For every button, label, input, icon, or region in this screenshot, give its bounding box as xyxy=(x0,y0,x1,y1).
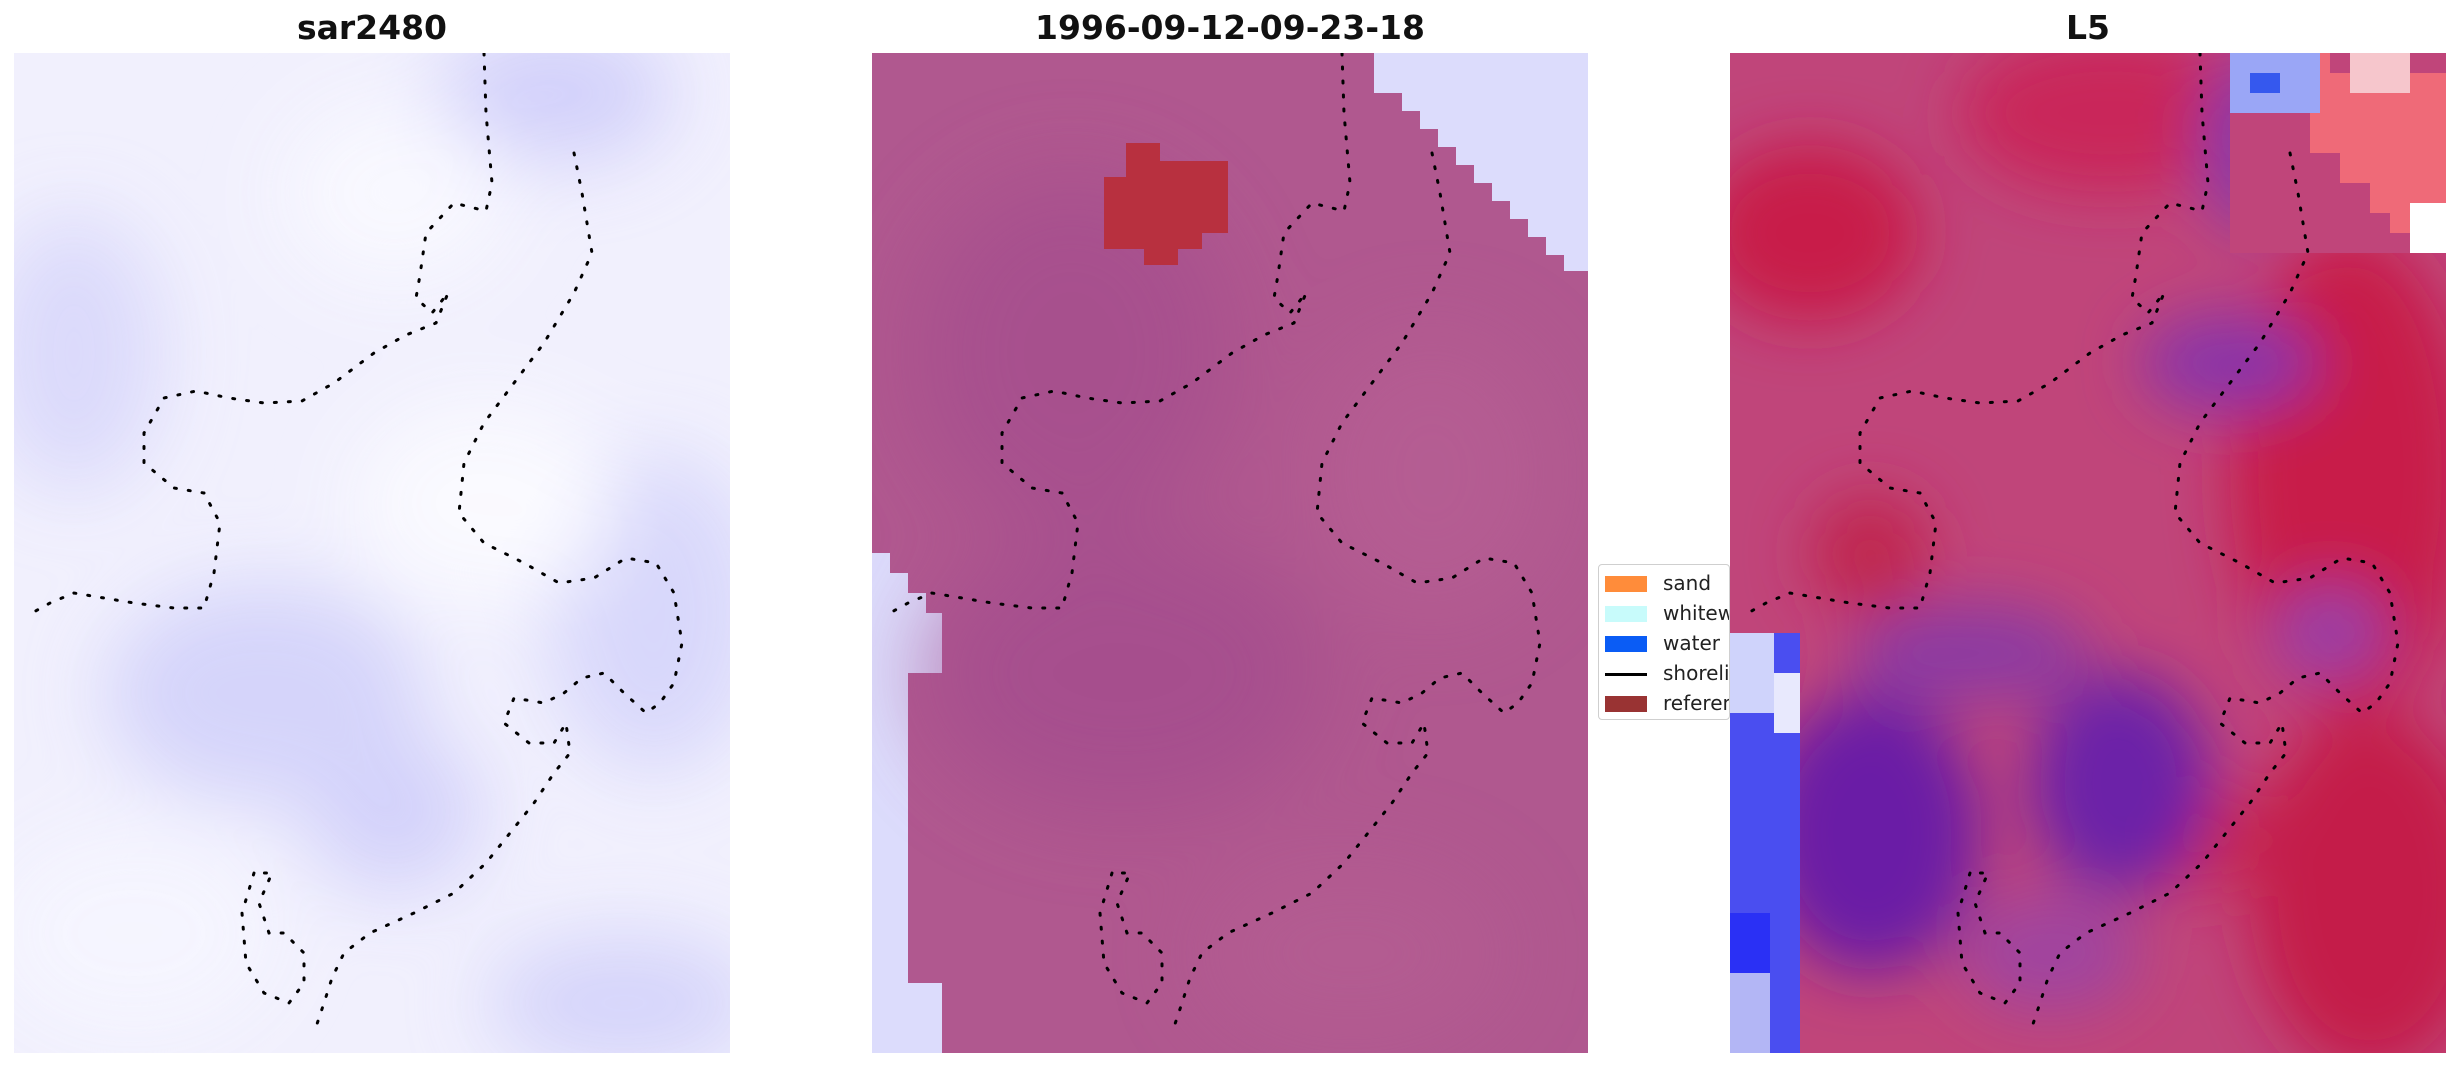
sar-image xyxy=(14,53,730,1053)
reference-swatch xyxy=(1605,696,1647,712)
shoreline-overlay-sar xyxy=(30,53,684,1035)
legend-item-shoreline: shoreline xyxy=(1605,659,1730,687)
panel-title-date: 1996-09-12-09-23-18 xyxy=(1035,8,1425,47)
whitewater-swatch xyxy=(1605,606,1647,622)
sand-swatch xyxy=(1605,576,1647,592)
legend-label-water: water xyxy=(1663,631,1720,655)
sar-image-panel xyxy=(14,53,730,1053)
legend-item-reference: reference xyxy=(1605,689,1729,717)
reference-blob xyxy=(1104,143,1228,265)
legend-label-shoreline: shoreline xyxy=(1663,661,1730,685)
legend-item-water: water xyxy=(1605,629,1729,657)
shoreline-overlay-l5 xyxy=(1746,53,2400,1035)
shoreline-overlay-classified xyxy=(888,53,1542,1035)
legend-label-reference: reference xyxy=(1663,691,1729,715)
water-swatch xyxy=(1605,636,1647,652)
l5-image-panel xyxy=(1730,53,2446,1053)
l5-image xyxy=(1730,53,2446,1053)
legend-item-sand: sand xyxy=(1605,569,1729,597)
legend-label-sand: sand xyxy=(1663,571,1712,595)
classified-image-panel xyxy=(872,53,1588,1053)
panel-title-sar: sar2480 xyxy=(296,8,448,47)
panel-title-l5: L5 xyxy=(2066,8,2110,47)
classified-image xyxy=(872,53,1588,1053)
classified-shading xyxy=(912,173,1552,1043)
shoreline-line-icon xyxy=(1605,673,1647,676)
